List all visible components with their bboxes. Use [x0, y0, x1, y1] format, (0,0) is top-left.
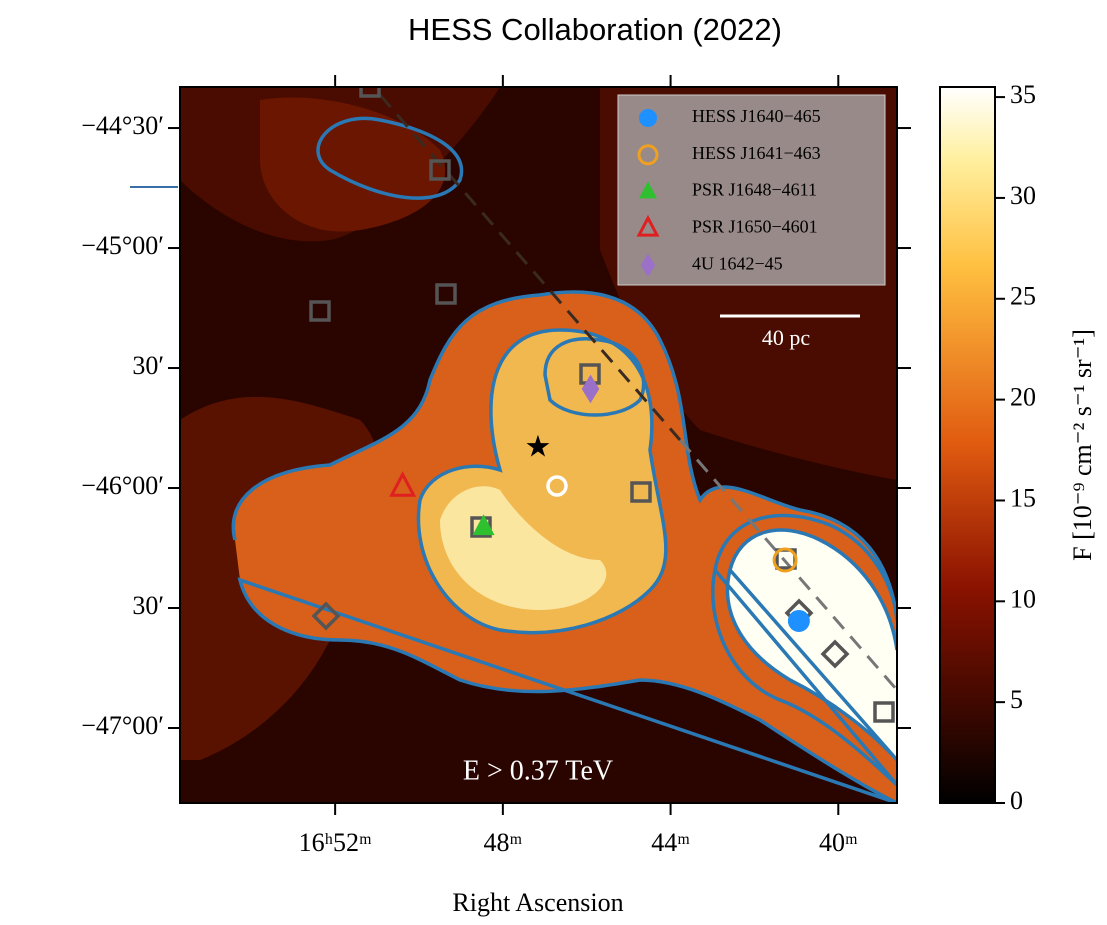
colorbar-label: F [10⁻⁹ cm⁻² s⁻¹ sr⁻¹] [1068, 329, 1097, 561]
x-tick-label: 48ᵐ [484, 828, 523, 857]
y-tick-label: −45°00′ [81, 231, 164, 260]
x-tick-label: 44ᵐ [651, 828, 690, 857]
legend-label: PSR J1650−4601 [692, 217, 818, 237]
colorbar-tick-label: 30 [1010, 181, 1036, 210]
energy-annotation: E > 0.37 TeV [463, 755, 613, 786]
y-tick-label: −47°00′ [81, 711, 164, 740]
colorbar-tick-label: 20 [1010, 383, 1036, 412]
legend-label: PSR J1648−4611 [692, 180, 817, 200]
svg-text:★: ★ [525, 430, 552, 465]
x-axis-label: Right Ascension [452, 888, 623, 917]
colorbar-tick-label: 10 [1010, 584, 1036, 613]
source-marker [788, 610, 810, 632]
y-tick-label: −44°30′ [81, 111, 164, 140]
x-tick-label: 40ᵐ [819, 828, 858, 857]
legend-label: HESS J1640−465 [692, 106, 821, 126]
y-tick-label: 30′ [132, 351, 164, 380]
legend-label: HESS J1641−463 [692, 143, 821, 163]
x-tick-label: 16ʰ52ᵐ [299, 828, 372, 857]
colorbar-tick-label: 15 [1010, 483, 1036, 512]
colorbar-tick-label: 5 [1010, 685, 1023, 714]
colorbar [940, 87, 995, 803]
colorbar-tick-label: 35 [1010, 80, 1036, 109]
chart-title: HESS Collaboration (2022) [408, 12, 782, 47]
y-tick-label: 30′ [132, 591, 164, 620]
legend-marker [639, 109, 657, 127]
colorbar-tick-label: 25 [1010, 282, 1036, 311]
scale-bar-label: 40 pc [762, 325, 811, 350]
colorbar-tick-label: 0 [1010, 786, 1023, 815]
chart: HESS Collaboration (2022) ★ [0, 0, 1107, 925]
legend-label: 4U 1642−45 [692, 253, 783, 273]
y-tick-label: −46°00′ [81, 471, 164, 500]
